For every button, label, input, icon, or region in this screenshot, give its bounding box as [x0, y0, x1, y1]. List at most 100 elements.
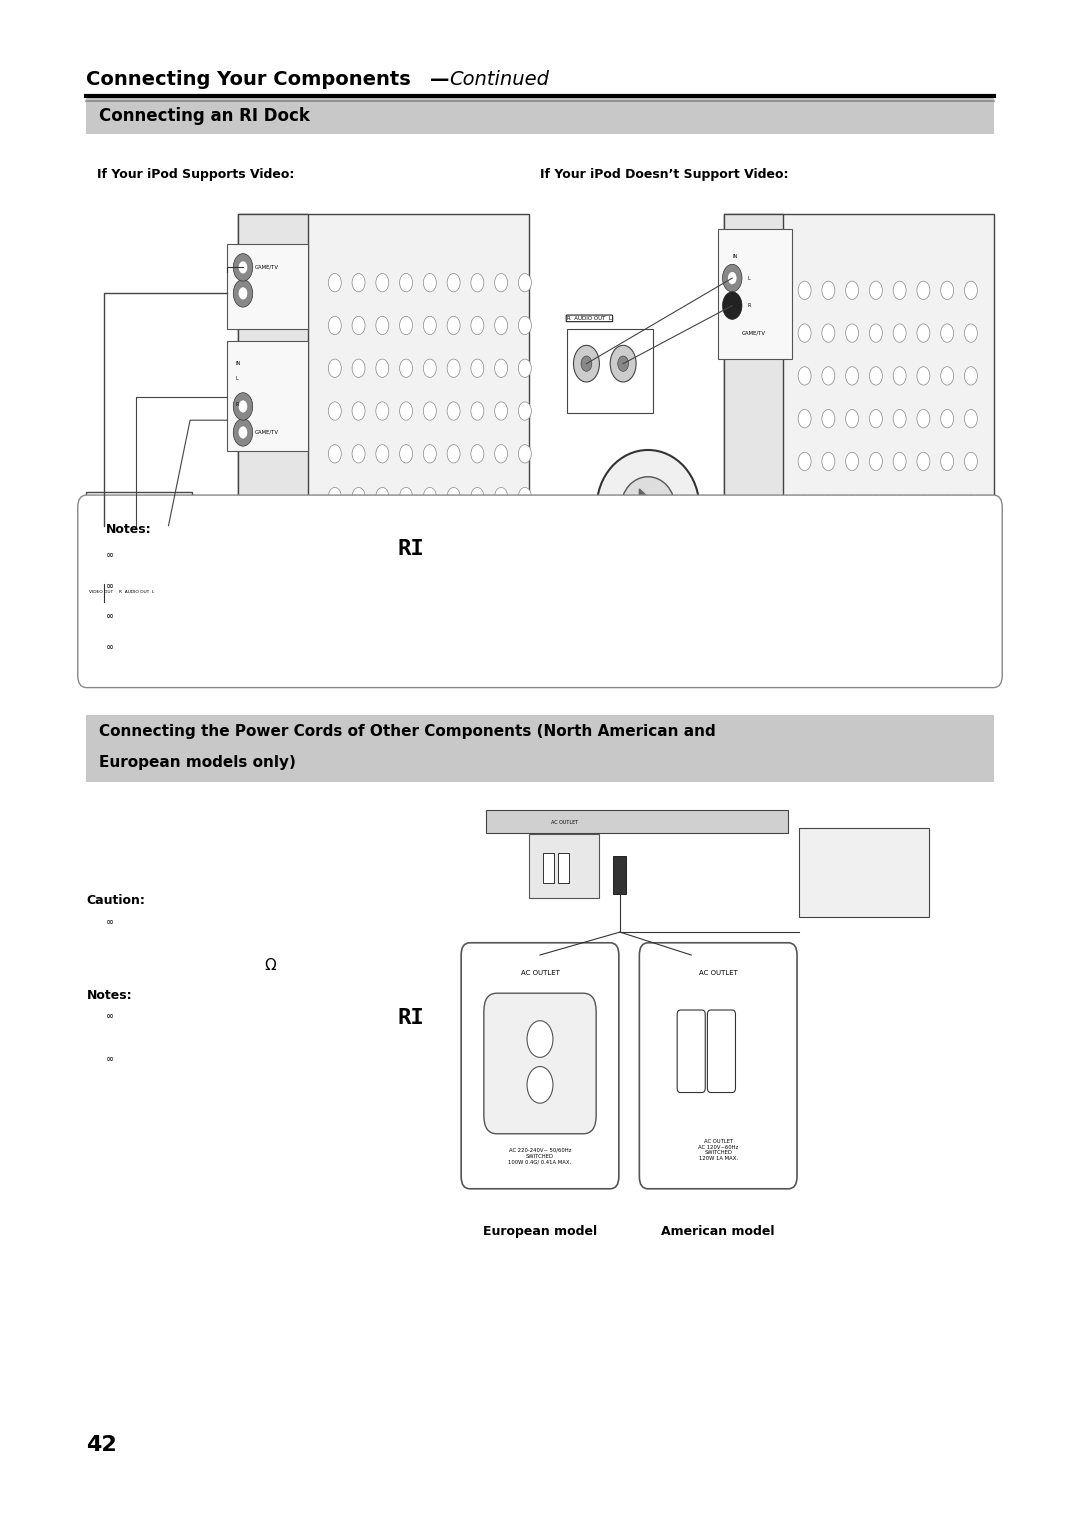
Circle shape — [495, 359, 508, 377]
Bar — [567, 329, 653, 413]
Circle shape — [233, 280, 253, 307]
Text: Notes:: Notes: — [86, 989, 132, 1002]
Circle shape — [518, 316, 531, 335]
Circle shape — [518, 274, 531, 292]
Circle shape — [400, 359, 413, 377]
Circle shape — [376, 316, 389, 335]
Text: R  AUDIO OUT  L: R AUDIO OUT L — [119, 590, 154, 594]
Text: 42: 42 — [86, 1435, 117, 1455]
Circle shape — [846, 324, 859, 342]
Circle shape — [495, 316, 508, 335]
Circle shape — [352, 359, 365, 377]
Circle shape — [917, 367, 930, 385]
Circle shape — [447, 359, 460, 377]
Circle shape — [352, 402, 365, 420]
Text: If Your iPod Supports Video:: If Your iPod Supports Video: — [97, 168, 295, 182]
Circle shape — [846, 495, 859, 513]
Circle shape — [423, 402, 436, 420]
Circle shape — [846, 410, 859, 428]
Circle shape — [822, 495, 835, 513]
Circle shape — [869, 452, 882, 471]
Text: Connecting an RI Dock: Connecting an RI Dock — [99, 107, 310, 125]
Text: GAME/TV: GAME/TV — [255, 429, 279, 435]
Text: AC OUTLET: AC OUTLET — [521, 970, 559, 976]
Text: American model: American model — [661, 1225, 775, 1239]
Circle shape — [471, 274, 484, 292]
Text: R  AUDIO OUT  L: R AUDIO OUT L — [567, 316, 612, 321]
Circle shape — [447, 402, 460, 420]
Bar — [558, 853, 569, 883]
Circle shape — [376, 487, 389, 506]
Circle shape — [471, 445, 484, 463]
Circle shape — [239, 287, 247, 299]
Circle shape — [352, 445, 365, 463]
Circle shape — [917, 410, 930, 428]
Circle shape — [328, 445, 341, 463]
Circle shape — [846, 452, 859, 471]
Circle shape — [518, 359, 531, 377]
Circle shape — [893, 495, 906, 513]
Circle shape — [123, 507, 149, 544]
Ellipse shape — [621, 477, 675, 538]
Text: L: L — [747, 275, 751, 281]
Circle shape — [964, 452, 977, 471]
Text: ∞: ∞ — [106, 611, 114, 622]
Circle shape — [471, 487, 484, 506]
Circle shape — [233, 419, 253, 446]
Circle shape — [376, 359, 389, 377]
Bar — [718, 229, 792, 359]
Circle shape — [471, 316, 484, 335]
Circle shape — [233, 393, 253, 420]
Circle shape — [964, 324, 977, 342]
Circle shape — [822, 367, 835, 385]
Text: ∞: ∞ — [106, 642, 114, 652]
Circle shape — [798, 410, 811, 428]
Circle shape — [447, 316, 460, 335]
Circle shape — [471, 359, 484, 377]
Text: VIDEO OUT: VIDEO OUT — [89, 590, 112, 594]
Circle shape — [233, 254, 253, 281]
Text: Ω: Ω — [265, 958, 276, 973]
Text: Connecting the Power Cords of Other Components (North American and: Connecting the Power Cords of Other Comp… — [99, 724, 716, 740]
Circle shape — [822, 452, 835, 471]
Text: Continued: Continued — [449, 70, 550, 89]
Text: IN: IN — [235, 361, 241, 367]
Circle shape — [400, 445, 413, 463]
Circle shape — [728, 272, 737, 284]
Bar — [86, 98, 994, 134]
Ellipse shape — [160, 544, 261, 654]
Circle shape — [495, 487, 508, 506]
Bar — [543, 853, 554, 883]
Polygon shape — [202, 581, 221, 617]
Text: If Your iPod Doesn’t Support Video:: If Your iPod Doesn’t Support Video: — [540, 168, 788, 182]
FancyBboxPatch shape — [484, 993, 596, 1134]
FancyBboxPatch shape — [639, 943, 797, 1189]
Circle shape — [352, 487, 365, 506]
Circle shape — [964, 410, 977, 428]
Circle shape — [162, 516, 175, 535]
Circle shape — [869, 410, 882, 428]
Circle shape — [893, 410, 906, 428]
Circle shape — [893, 367, 906, 385]
Bar — [238, 214, 308, 550]
Text: Notes:: Notes: — [106, 523, 151, 536]
Circle shape — [423, 316, 436, 335]
Circle shape — [941, 324, 954, 342]
Bar — [529, 834, 599, 898]
Bar — [227, 341, 308, 451]
Circle shape — [495, 402, 508, 420]
FancyBboxPatch shape — [324, 545, 432, 573]
Text: GAME/TV: GAME/TV — [742, 330, 766, 336]
Circle shape — [893, 281, 906, 299]
FancyBboxPatch shape — [677, 1010, 705, 1093]
Circle shape — [423, 487, 436, 506]
Circle shape — [581, 356, 592, 371]
Circle shape — [352, 316, 365, 335]
Circle shape — [618, 356, 629, 371]
Bar — [238, 214, 529, 550]
Circle shape — [328, 487, 341, 506]
Circle shape — [447, 487, 460, 506]
Bar — [613, 856, 626, 894]
Circle shape — [97, 516, 110, 535]
Circle shape — [869, 495, 882, 513]
